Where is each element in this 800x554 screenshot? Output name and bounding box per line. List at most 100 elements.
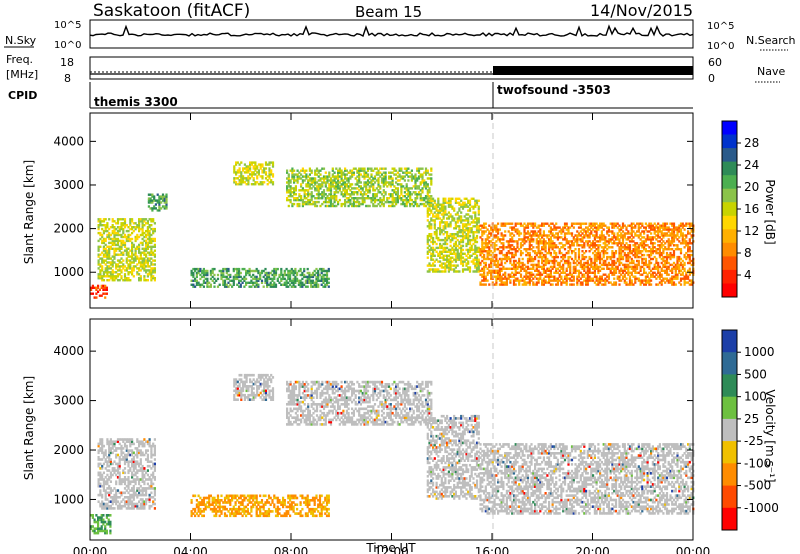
echo-pixel [439, 229, 442, 232]
echo-pixel [152, 231, 155, 235]
echo-pixel [432, 238, 435, 242]
echo-pixel [335, 181, 338, 184]
echo-pixel [310, 183, 313, 186]
echo-pixel [407, 191, 410, 194]
echo-pixel [104, 247, 107, 250]
echo-pixel [116, 226, 120, 229]
echo-pixel [252, 277, 255, 281]
echo-pixel [428, 204, 431, 208]
echo-pixel [333, 200, 336, 204]
echo-pixel [289, 195, 292, 198]
echo-pixel [439, 238, 442, 242]
echo-pixel [150, 251, 153, 254]
echo-pixel [327, 269, 330, 273]
echo-pixel [289, 198, 292, 202]
echo-pixel [115, 265, 118, 268]
echo-pixel [240, 161, 243, 164]
echo-pixel [439, 223, 442, 226]
echo-pixel [151, 195, 154, 198]
echo-pixel [293, 177, 296, 180]
echo-pixel [287, 179, 290, 182]
echo-pixel [389, 181, 392, 184]
echo-pixel [274, 271, 278, 275]
echo-pixel [115, 237, 118, 241]
echo-pixel [294, 269, 297, 273]
echo-pixel [326, 197, 329, 200]
echo-pixel [125, 253, 128, 256]
echo-pixel [446, 242, 449, 246]
echo-pixel [426, 238, 429, 242]
echo-pixel [122, 229, 125, 233]
echo-pixel [521, 251, 524, 255]
echo-pixel [299, 285, 302, 288]
echo-pixel [519, 232, 523, 235]
echo-pixel [365, 185, 368, 188]
echo-pixel [246, 281, 249, 284]
echo-pixel [358, 171, 361, 174]
echo-pixel [241, 281, 244, 284]
echo-pixel [650, 232, 653, 235]
echo-pixel [407, 195, 410, 198]
echo-pixel [115, 222, 118, 225]
echo-pixel [113, 271, 116, 274]
echo-pixel [243, 277, 246, 281]
echo-pixel [335, 177, 338, 180]
echo-pixel [613, 277, 616, 280]
echo-pixel [227, 285, 230, 288]
echo-pixel [153, 207, 156, 210]
echo-pixel [123, 249, 127, 252]
echo-pixel [358, 169, 361, 172]
echo-pixel [296, 181, 299, 184]
echo-pixel [273, 285, 276, 288]
echo-pixel [414, 177, 417, 180]
echo-pixel [289, 181, 292, 184]
echo-pixel [325, 275, 329, 279]
echo-pixel [263, 171, 266, 174]
echo-pixel [296, 175, 299, 178]
echo-pixel [363, 169, 366, 172]
echo-pixel [160, 197, 163, 200]
echo-pixel [315, 279, 318, 282]
echo-pixel [113, 253, 116, 256]
echo-pixel [153, 205, 156, 208]
echo-pixel [109, 267, 112, 270]
echo-pixel [225, 275, 228, 279]
echo-pixel [259, 181, 262, 184]
echo-pixel [328, 189, 331, 192]
echo-pixel [679, 248, 683, 251]
echo-pixel [377, 181, 380, 184]
echo-pixel [519, 273, 523, 276]
echo-pixel [301, 187, 304, 190]
echo-pixel [291, 177, 294, 180]
echo-pixel [109, 237, 112, 241]
echo-pixel [113, 279, 116, 282]
echo-pixel [225, 269, 228, 273]
echo-pixel [266, 285, 269, 288]
echo-pixel [125, 257, 128, 260]
echo-pixel [283, 269, 286, 273]
echo-pixel [331, 179, 334, 182]
echo-pixel [254, 169, 257, 172]
echo-pixel [305, 177, 308, 180]
echo-pixel [555, 222, 558, 225]
echo-pixel [421, 173, 424, 176]
echo-pixel [359, 185, 362, 188]
echo-pixel [100, 294, 103, 297]
echo-pixel [213, 277, 216, 281]
echo-pixel [147, 205, 150, 208]
echo-pixel [345, 200, 348, 204]
echo-pixel [442, 250, 445, 253]
echo-pixel [143, 263, 146, 266]
echo-pixel [266, 183, 269, 186]
echo-pixel [149, 193, 152, 196]
echo-pixel [202, 271, 205, 275]
echo-pixel [104, 255, 107, 258]
echo-pixel [308, 277, 311, 281]
power-heatmap [90, 161, 695, 299]
echo-pixel [327, 281, 330, 284]
echo-pixel [264, 163, 268, 166]
echo-pixel [122, 265, 125, 268]
echo-pixel [382, 171, 385, 174]
echo-pixel [97, 245, 100, 248]
echo-pixel [127, 229, 130, 233]
